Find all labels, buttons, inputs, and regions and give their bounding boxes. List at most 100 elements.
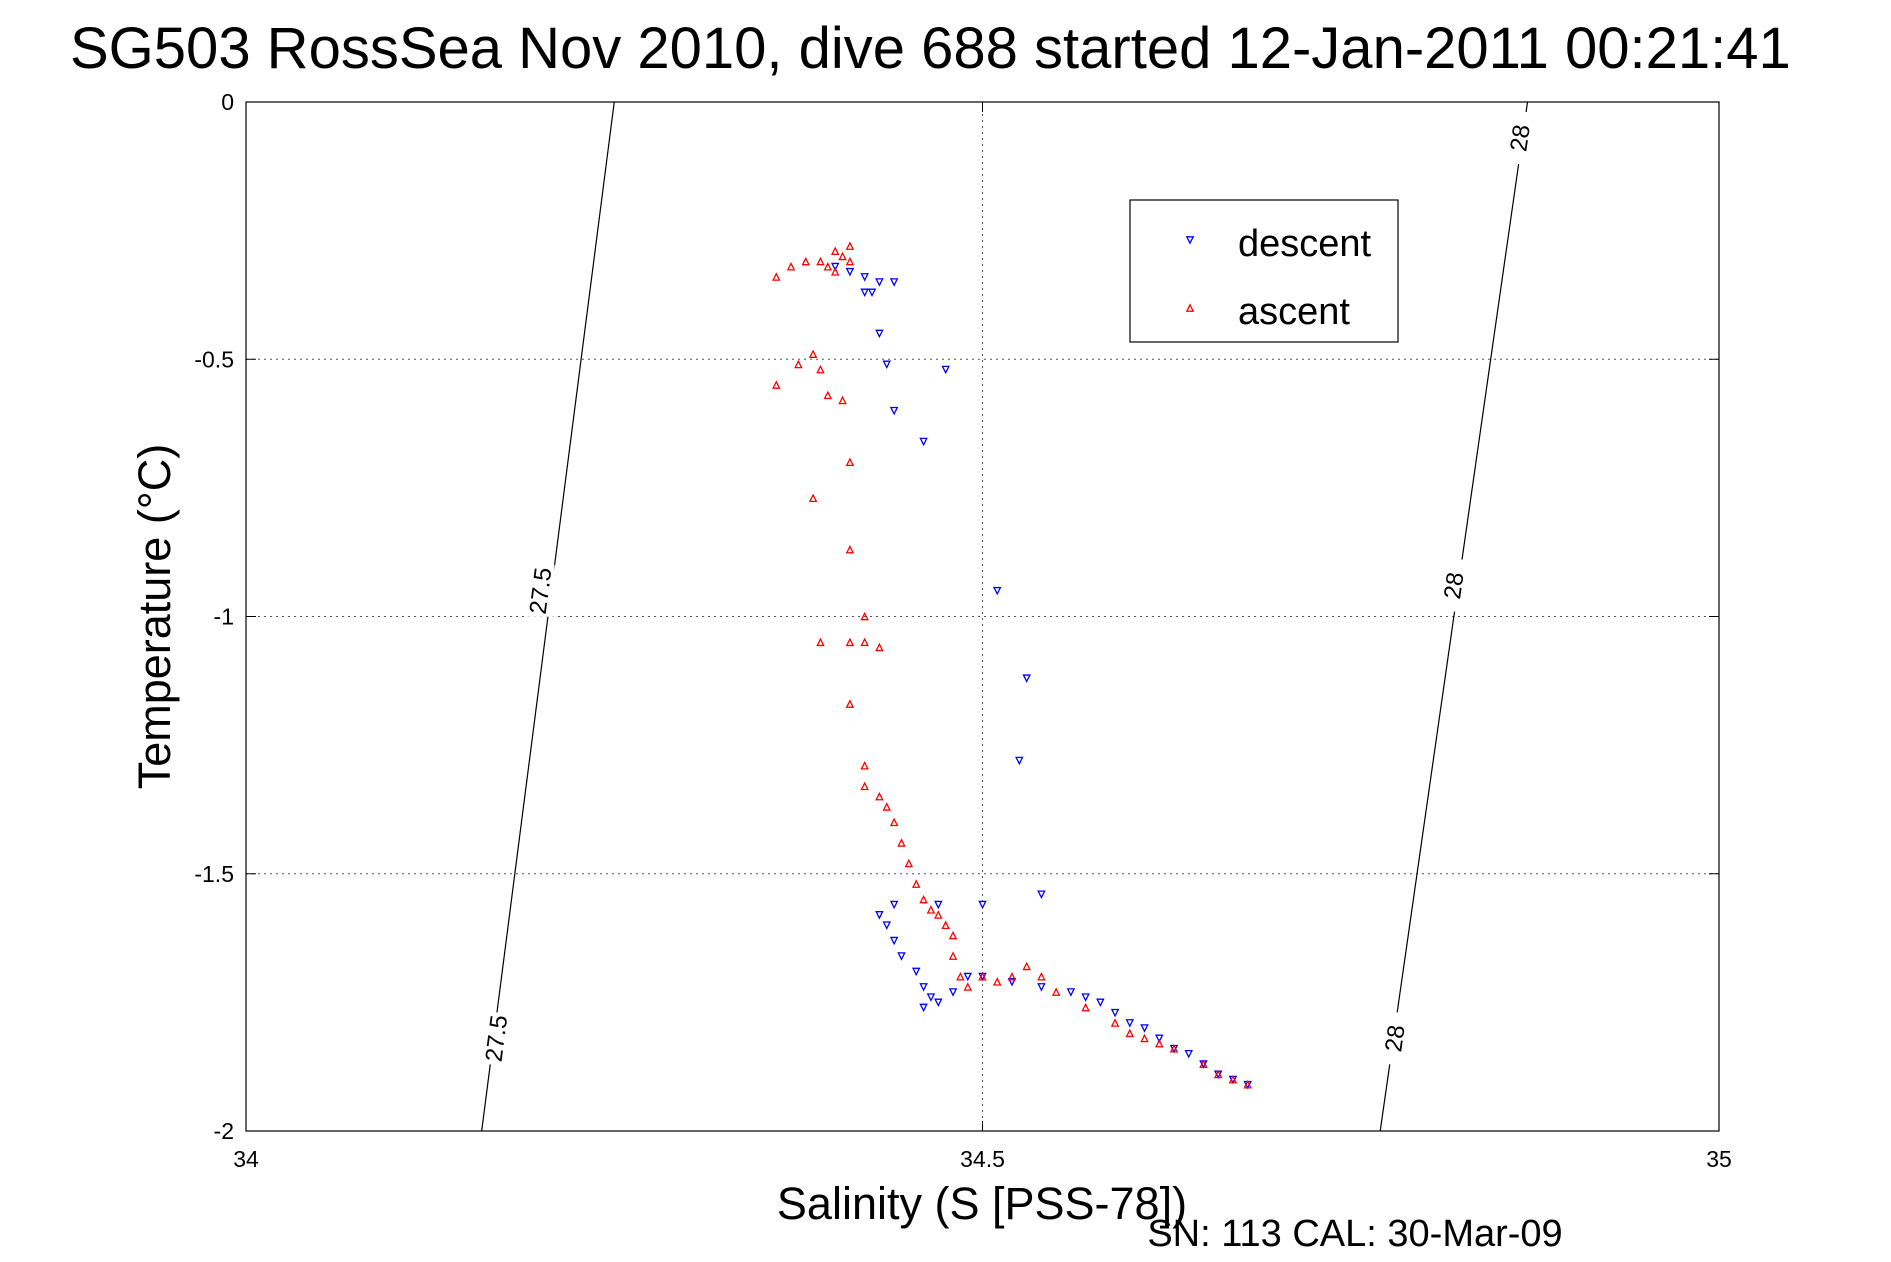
chart-title: SG503 RossSea Nov 2010, dive 688 started… xyxy=(70,16,1791,81)
ascent-point xyxy=(830,267,840,276)
contour-label-bg xyxy=(482,1012,511,1065)
ascent-point xyxy=(1051,987,1061,996)
descent-point xyxy=(1140,1024,1149,1033)
contour-label: 27.5 xyxy=(525,566,558,616)
descent-point xyxy=(919,983,928,992)
y-tick-label: -1.5 xyxy=(194,861,234,887)
ascent-point xyxy=(897,838,906,847)
ascent-point xyxy=(882,802,892,811)
contour-label: 28 xyxy=(1380,1023,1411,1053)
x-tick-label: 34 xyxy=(233,1146,259,1172)
ascent-point xyxy=(934,910,943,919)
ascent-point xyxy=(875,791,884,801)
ascent-point xyxy=(919,894,928,904)
legend-label: descent xyxy=(1238,223,1372,265)
ascent-point xyxy=(860,637,869,647)
ascent-point xyxy=(1228,1074,1238,1084)
descent-point xyxy=(1007,977,1017,987)
descent-point xyxy=(926,993,936,1002)
descent-point xyxy=(1155,1034,1164,1044)
ascent-point xyxy=(1169,1044,1179,1053)
footnote: SN: 113 CAL: 30-Mar-09 xyxy=(1147,1213,1562,1255)
ascent-point xyxy=(860,761,869,770)
ascent-point xyxy=(911,879,921,888)
descent-point xyxy=(919,1003,928,1013)
descent-point xyxy=(889,278,899,287)
descent-point xyxy=(963,972,973,982)
descent-point xyxy=(860,273,869,282)
descent-point xyxy=(1081,993,1090,1002)
ascent-point xyxy=(845,637,855,647)
descent-point xyxy=(1037,983,1046,992)
contour-label: 28 xyxy=(1505,123,1536,153)
descent-point xyxy=(882,921,892,930)
descent-point xyxy=(1184,1049,1193,1059)
legend: descent ascent xyxy=(1129,199,1399,343)
ascent-point xyxy=(816,637,825,647)
x-tick-label: 34.5 xyxy=(960,1146,1005,1172)
descent-point xyxy=(1110,1008,1120,1018)
contour-label: 27.5 xyxy=(481,1014,514,1064)
ascent-point xyxy=(1022,961,1031,971)
ascent-point xyxy=(845,544,855,554)
legend-label: ascent xyxy=(1238,291,1350,333)
descent-point xyxy=(882,360,892,370)
x-axis-label: Salinity (S [PSS-78]) xyxy=(777,1178,1187,1229)
ascent-point xyxy=(926,905,936,914)
ascent-point xyxy=(889,817,899,827)
legend-box xyxy=(1129,199,1399,343)
density-contours: 27.5 27.5 28 28 28 xyxy=(481,101,1536,1132)
ascent-point xyxy=(772,272,781,281)
legend-marker xyxy=(1185,236,1195,245)
ascent-point xyxy=(875,642,884,652)
ascent-point xyxy=(823,261,833,271)
axis-ticks: 34 34.5 35 0 -0.5 -1 -1.5 -2 xyxy=(194,89,1731,1172)
ascent-point xyxy=(860,781,869,791)
ascent-point xyxy=(772,380,781,389)
ascent-point xyxy=(845,457,855,467)
ascent-point xyxy=(963,982,973,991)
contour-line xyxy=(1379,101,1529,1132)
y-axis-label: Temperature (°C) xyxy=(129,444,180,790)
ascent-point xyxy=(801,256,810,266)
descent-point xyxy=(911,967,921,977)
ascent-point xyxy=(808,493,818,503)
ascent-point xyxy=(838,395,847,405)
ascent-point xyxy=(845,256,855,266)
descent-point xyxy=(889,936,899,946)
y-tick-label: -0.5 xyxy=(194,346,234,372)
contour-label-bg xyxy=(1380,1012,1409,1065)
ascent-point xyxy=(1243,1080,1252,1089)
ascent-point xyxy=(1155,1038,1164,1048)
descent-point xyxy=(919,437,928,447)
descent-point xyxy=(897,952,906,961)
ascent-point xyxy=(838,251,847,261)
data-points xyxy=(772,241,1252,1090)
y-tick-label: -1 xyxy=(214,604,234,630)
descent-point xyxy=(948,988,958,997)
ascent-point xyxy=(845,699,855,708)
descent-point xyxy=(1022,674,1031,683)
descent-point xyxy=(845,267,855,277)
descent-point xyxy=(1015,756,1024,766)
grid-lines xyxy=(246,102,1719,1131)
contour-label: 28 xyxy=(1439,571,1470,601)
descent-point xyxy=(875,329,884,339)
contour-label-bg xyxy=(526,564,555,617)
y-tick-label: 0 xyxy=(221,89,234,115)
ascent-series xyxy=(772,241,1252,1089)
descent-point xyxy=(934,998,943,1008)
descent-series xyxy=(830,262,1252,1090)
ascent-point xyxy=(978,971,987,981)
ascent-point xyxy=(808,349,818,358)
contour-label-bg xyxy=(1439,559,1468,612)
descent-point xyxy=(867,288,877,298)
ascent-point xyxy=(904,858,914,868)
descent-point xyxy=(1066,988,1076,997)
descent-point xyxy=(978,900,987,910)
descent-point xyxy=(992,586,1002,596)
descent-point xyxy=(860,288,869,298)
descent-point xyxy=(1037,890,1046,899)
descent-point xyxy=(875,911,884,920)
